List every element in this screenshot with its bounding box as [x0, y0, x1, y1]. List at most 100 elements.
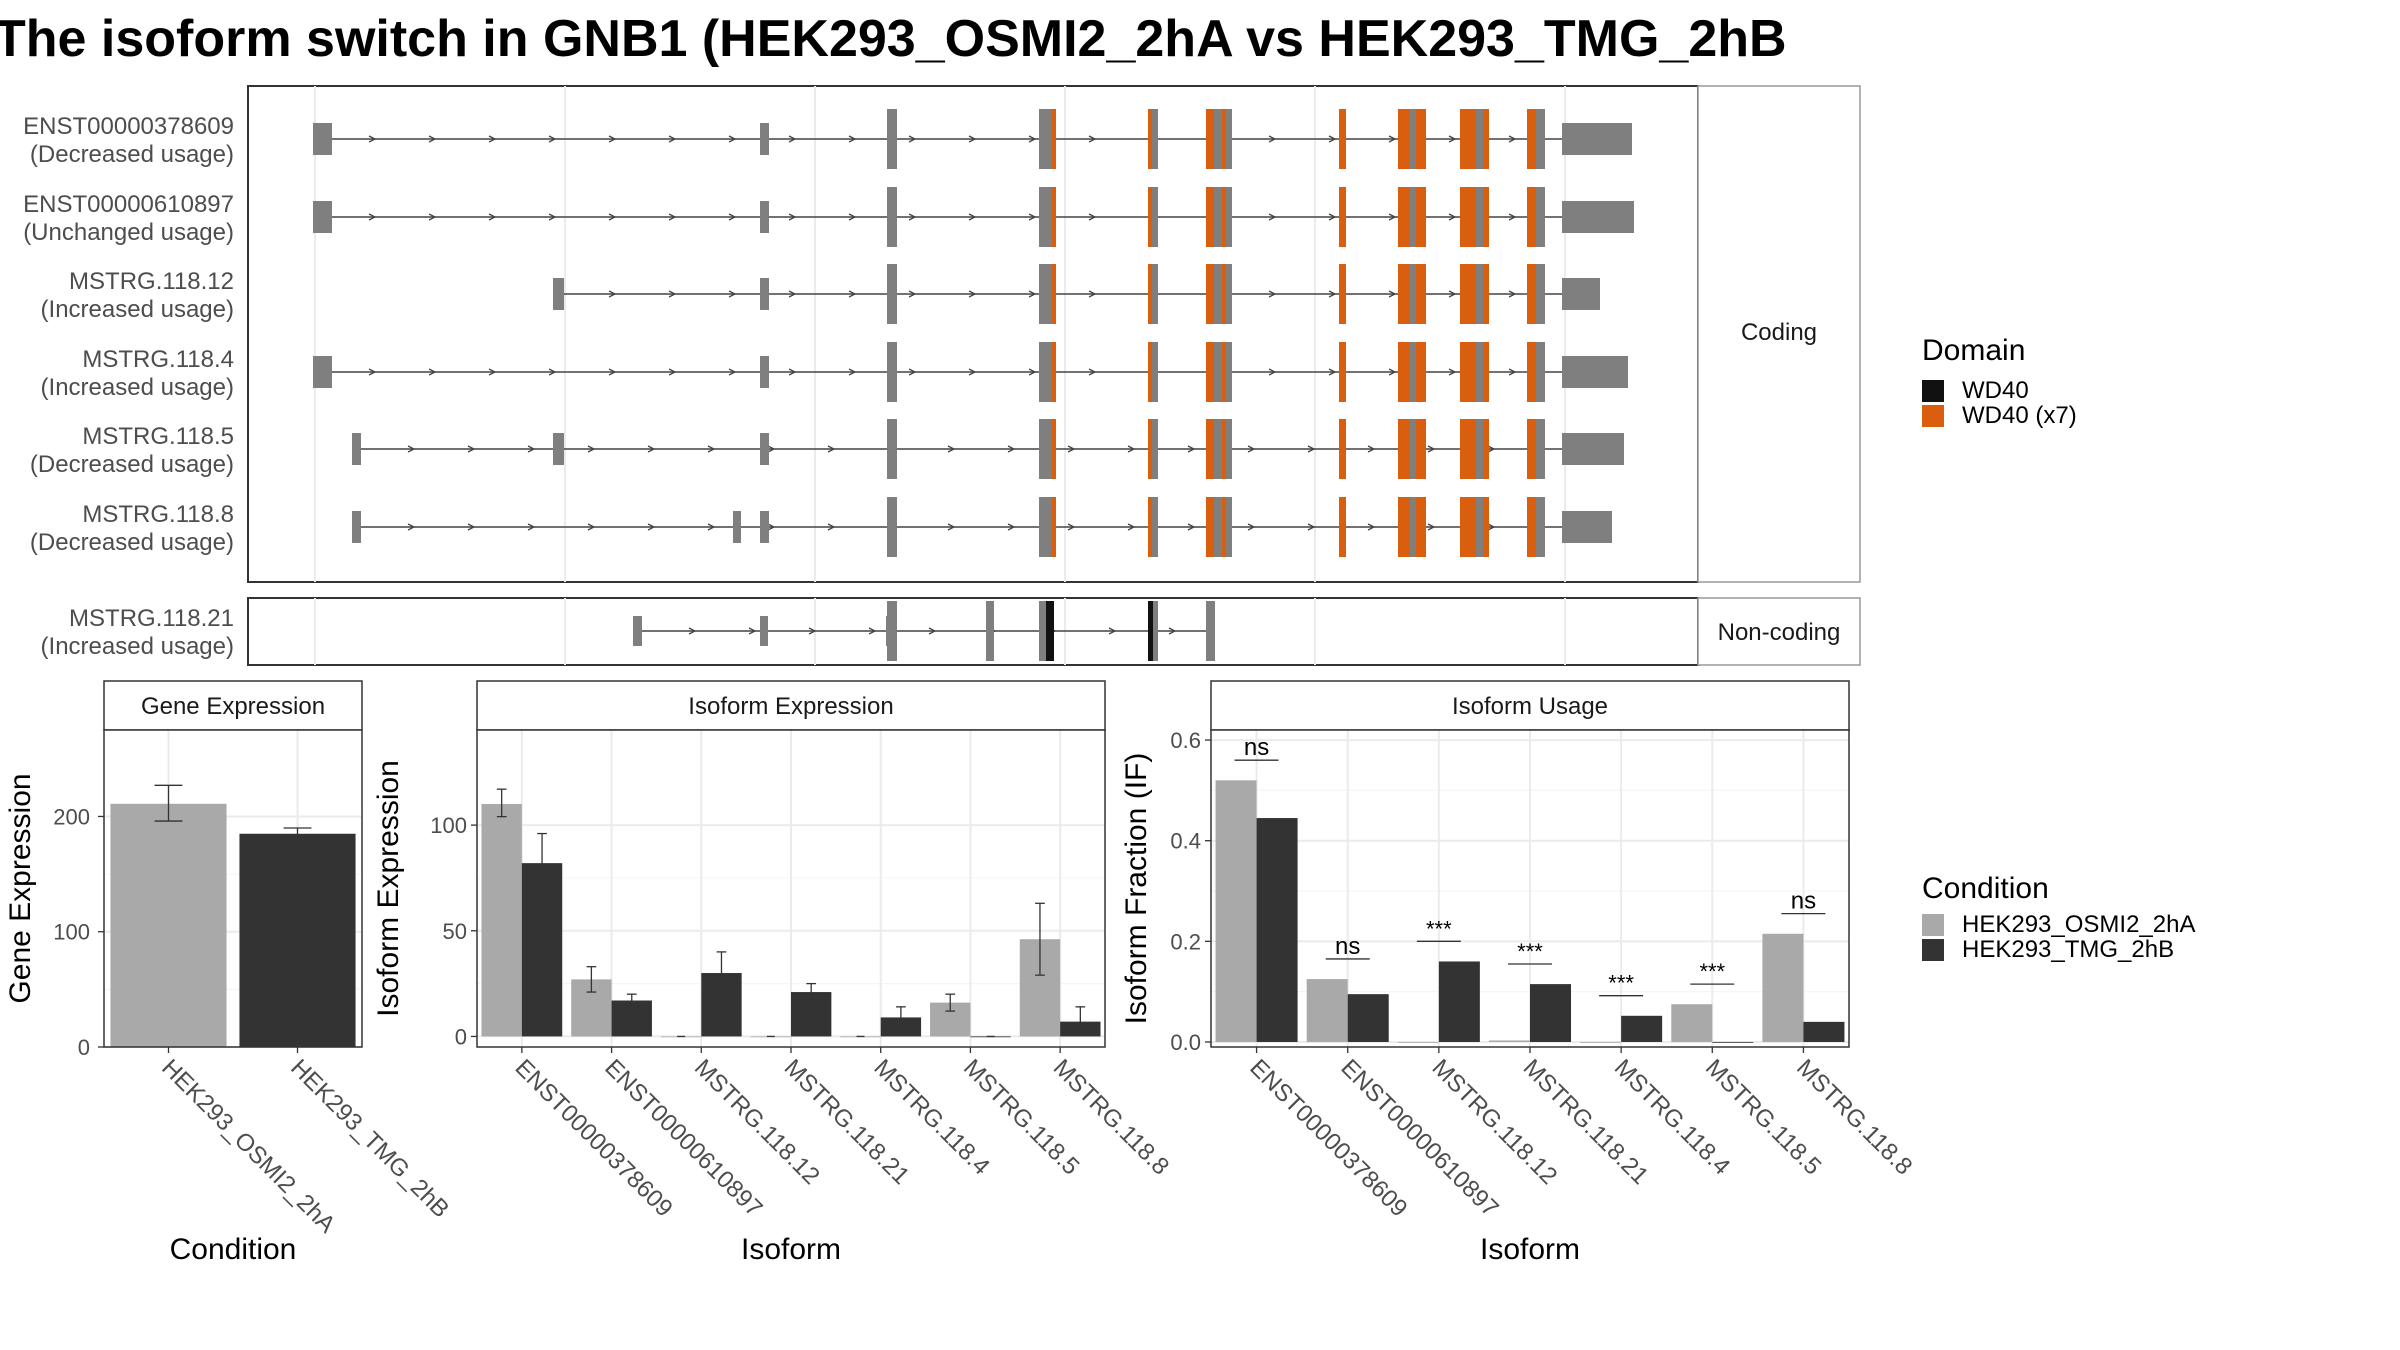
- transcript-id-label: MSTRG.118.12: [69, 268, 234, 295]
- strand-arrow: [368, 135, 377, 143]
- exon: [760, 616, 768, 646]
- coding-panel: [247, 85, 1699, 583]
- strand-arrow: [1448, 135, 1457, 143]
- exon-wd40x7: [1483, 109, 1489, 169]
- exon-wd40x7: [1483, 264, 1489, 324]
- strand-arrow: [827, 523, 836, 531]
- exon: [760, 278, 769, 310]
- exon-wd40x7: [1052, 342, 1056, 402]
- strand-arrow: [1448, 213, 1457, 221]
- strand-arrow: [788, 290, 797, 298]
- strand-arrow: [748, 627, 757, 635]
- exon-wd40x7: [1416, 109, 1426, 169]
- x-tick-label: ENST00000378609: [510, 1054, 678, 1222]
- exon-wd40x7: [1222, 342, 1226, 402]
- chart-gene-expression: Gene Expression0100200HEK293_OSMI2_2hAHE…: [4, 680, 454, 1266]
- strand-arrow: [1367, 445, 1376, 453]
- bar: [1621, 1015, 1663, 1042]
- exon-wd40x7: [1398, 497, 1410, 557]
- exon: [1206, 601, 1215, 661]
- exon-wd40x7: [1398, 109, 1410, 169]
- exon: [1226, 109, 1232, 169]
- bar-charts: Gene Expression0100200HEK293_OSMI2_2hAHE…: [4, 680, 1917, 1266]
- exon-wd40x7: [1148, 419, 1152, 479]
- transcript-usage-label: (Unchanged usage): [23, 219, 234, 246]
- strand-arrow: [908, 368, 917, 376]
- strand-arrow: [1127, 523, 1136, 531]
- bar: [1438, 961, 1480, 1042]
- exon: [887, 187, 897, 247]
- exon: [1226, 187, 1232, 247]
- facet-title: Gene Expression: [141, 693, 325, 720]
- exon-wd40x7: [1052, 264, 1056, 324]
- exon: [1476, 342, 1483, 402]
- exon-wd40: [1046, 601, 1054, 661]
- strand-arrow: [428, 213, 437, 221]
- strand-arrow: [1268, 290, 1277, 298]
- exon: [1039, 187, 1052, 247]
- exon-wd40x7: [1206, 264, 1214, 324]
- exon: [760, 511, 769, 543]
- x-axis-title: Condition: [170, 1233, 297, 1266]
- exon-wd40x7: [1339, 497, 1346, 557]
- strand-arrow: [728, 368, 737, 376]
- strip-label-noncoding: Non-coding: [1718, 619, 1841, 646]
- exon: [1039, 419, 1052, 479]
- exon: [887, 264, 897, 324]
- exon: [1410, 419, 1416, 479]
- exon-wd40x7: [1398, 419, 1410, 479]
- legend-swatch: [1922, 405, 1944, 427]
- facet-strip: [476, 680, 1106, 731]
- strand-arrow: [808, 627, 817, 635]
- exon: [733, 511, 741, 543]
- exon-wd40x7: [1148, 264, 1152, 324]
- strand-arrow: [368, 368, 377, 376]
- strand-arrow: [908, 213, 917, 221]
- y-tick-label: 0.4: [1170, 829, 1201, 854]
- strand-arrow: [1067, 445, 1076, 453]
- strand-arrow: [1328, 290, 1337, 298]
- strand-arrow: [407, 523, 416, 531]
- strand-arrow: [608, 135, 617, 143]
- transcript-usage-label: (Increased usage): [41, 374, 234, 401]
- exon: [1152, 342, 1158, 402]
- bar: [1488, 1040, 1530, 1042]
- exon-wd40x7: [1527, 419, 1536, 479]
- strand-arrow: [428, 135, 437, 143]
- exon-wd40x7: [1052, 109, 1056, 169]
- exon-wd40x7: [1052, 419, 1056, 479]
- strand-arrow: [707, 523, 716, 531]
- strand-arrow: [428, 368, 437, 376]
- strand-arrow: [1268, 368, 1277, 376]
- strand-arrow: [527, 523, 536, 531]
- exon: [887, 109, 897, 169]
- strand-arrow: [467, 523, 476, 531]
- exon-wd40x7: [1148, 187, 1152, 247]
- x-tick-label: ENST00000378609: [1244, 1054, 1412, 1222]
- exon: [887, 601, 897, 661]
- exon: [1152, 497, 1158, 557]
- exon-wd40x7: [1222, 497, 1226, 557]
- legend-swatch: [1922, 380, 1944, 402]
- exon: [1536, 187, 1545, 247]
- y-tick-label: 0.2: [1170, 929, 1201, 954]
- exon-wd40x7: [1416, 264, 1426, 324]
- strand-arrow: [1307, 523, 1316, 531]
- exon: [1410, 187, 1416, 247]
- exon-utr: [1562, 123, 1632, 155]
- strand-arrow: [728, 290, 737, 298]
- strand-arrow: [1427, 445, 1436, 453]
- exon-wd40x7: [1527, 342, 1536, 402]
- strand-arrow: [1028, 135, 1037, 143]
- exon: [1152, 187, 1158, 247]
- exon: [313, 201, 332, 233]
- strand-arrow: [1448, 368, 1457, 376]
- strand-arrow: [1247, 523, 1256, 531]
- exon: [887, 497, 897, 557]
- strand-arrow: [1088, 290, 1097, 298]
- exon: [1039, 264, 1052, 324]
- strand-arrow: [947, 523, 956, 531]
- strand-arrow: [1388, 135, 1397, 143]
